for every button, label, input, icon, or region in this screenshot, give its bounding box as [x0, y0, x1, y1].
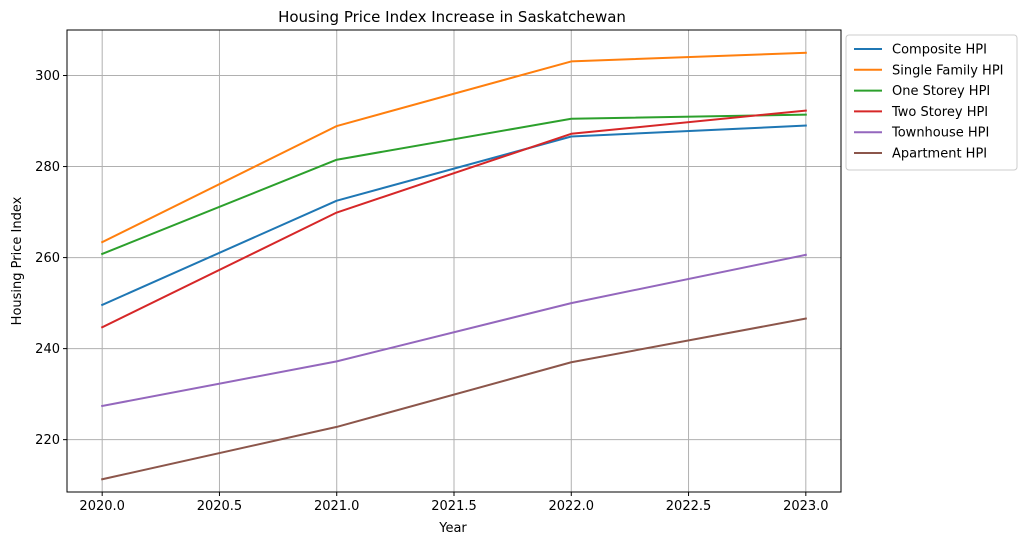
series-line-townhouse-hpi	[101, 253, 807, 408]
grid	[67, 30, 841, 492]
y-axis-ticks: 220 240 260 280 300	[35, 69, 67, 448]
y-tick-label: 280	[35, 160, 60, 175]
x-axis-label: Year	[438, 521, 467, 536]
y-tick-label: 300	[35, 69, 60, 84]
x-tick-label: 2021.0	[314, 499, 360, 514]
chart-title: Housing Price Index Increase in Saskatch…	[278, 8, 626, 26]
series-line-apartment-hpi	[100, 317, 807, 481]
x-tick-label: 2020.5	[197, 499, 243, 514]
x-tick-label: 2021.5	[431, 499, 477, 514]
y-tick-label: 240	[35, 342, 60, 357]
legend-label: Townhouse HPI	[891, 126, 989, 141]
series-line-single-family-hpi	[100, 51, 807, 244]
series-lines	[100, 51, 807, 481]
series-line-one-storey-hpi	[100, 113, 807, 256]
x-tick-label: 2022.0	[549, 499, 595, 514]
legend-box	[845, 34, 1018, 171]
x-tick-label: 2020.0	[79, 499, 125, 514]
legend-label: Single Family HPI	[892, 63, 1004, 78]
x-tick-label: 2023.0	[783, 499, 829, 514]
x-axis-ticks: 2020.0 2020.5 2021.0 2021.5 2022.0 2022.5 2023…	[79, 492, 829, 514]
series-line-composite-hpi	[100, 124, 807, 307]
x-tick-label: 2022.5	[666, 499, 712, 514]
legend: Composite HPI Single Family HPI One Storey…	[845, 34, 1018, 171]
legend-label: Apartment HPI	[892, 147, 987, 162]
y-tick-label: 260	[35, 251, 60, 266]
series-line-two-storey-hpi	[100, 109, 807, 329]
legend-label: Two Storey HPI	[891, 105, 988, 120]
y-axis-label: Housing Price Index	[10, 196, 25, 325]
legend-label: One Storey HPI	[892, 84, 990, 99]
legend-label: Composite HPI	[892, 43, 987, 58]
y-tick-label: 220	[35, 433, 60, 448]
